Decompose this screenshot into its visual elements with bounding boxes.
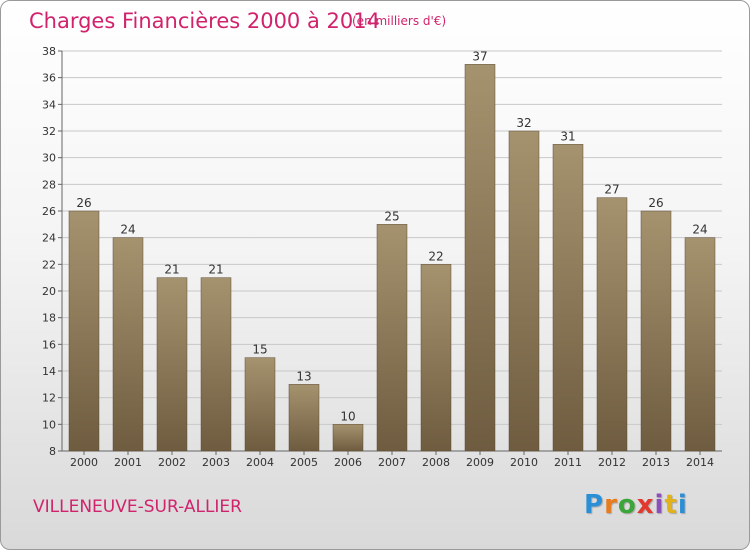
x-tick-label-2008: 2008 [422,456,450,469]
value-label-2001: 24 [120,223,135,237]
y-tick-label: 24 [42,232,56,245]
bar-2003 [200,277,232,452]
x-tick-label-2004: 2004 [246,456,274,469]
data-labels: 26 24 21 21 15 13 10 25 22 37 32 31 27 26 24 [76,49,707,423]
y-tick-label: 12 [42,392,56,405]
y-tick-label: 20 [42,285,56,298]
bar-2000 [68,210,100,452]
x-tick-label-2011: 2011 [554,456,582,469]
y-tick-label: 22 [42,258,56,271]
value-label-2013: 26 [648,196,663,210]
value-label-2002: 21 [164,263,179,277]
value-label-2000: 26 [76,196,91,210]
y-tick-label: 36 [42,72,56,85]
value-label-2009: 37 [472,49,487,63]
value-label-2014: 24 [692,223,707,237]
y-tick-label: 38 [42,45,56,58]
y-tick-label: 32 [42,125,56,138]
value-label-2004: 15 [252,343,267,357]
bar-2014 [684,237,716,452]
x-tick-label-2003: 2003 [202,456,230,469]
value-label-2006: 10 [340,409,355,423]
bar-2004 [244,357,276,452]
proxiti-logo[interactable]: Proxiti [584,490,688,520]
y-tick-label: 18 [42,312,56,325]
bar-2011 [552,144,584,452]
bar-2010 [508,130,540,452]
x-tick-label-2012: 2012 [598,456,626,469]
bar-2013 [640,210,672,452]
chart-title: Charges Financières 2000 à 2014 [29,9,380,33]
x-tick-label-2013: 2013 [642,456,670,469]
bar-2001 [112,237,144,452]
x-tick-label-2000: 2000 [70,456,98,469]
y-tick-label: 30 [42,152,56,165]
chart-unit: (en milliers d'€) [352,14,447,28]
x-tick-label-2009: 2009 [466,456,494,469]
x-tick-label-2010: 2010 [510,456,538,469]
value-label-2011: 31 [560,129,575,143]
value-label-2005: 13 [296,369,311,383]
x-tick-label-2001: 2001 [114,456,142,469]
y-tick-label: 28 [42,178,56,191]
bar-2002 [156,277,188,452]
y-tick-label: 34 [42,98,56,111]
bar-2008 [420,264,452,452]
value-label-2003: 21 [208,263,223,277]
y-tick-label: 10 [42,418,56,431]
y-tick-label: 14 [42,365,56,378]
x-tick-label-2014: 2014 [686,456,714,469]
value-label-2008: 22 [428,249,443,263]
x-tick-label-2007: 2007 [378,456,406,469]
y-tick-label: 8 [49,445,56,458]
bar-2007 [376,224,408,452]
value-label-2007: 25 [384,209,399,223]
bars [68,64,716,452]
bar-2012 [596,197,628,452]
location-name: VILLENEUVE-SUR-ALLIER [33,497,242,517]
y-tick-label: 26 [42,205,56,218]
x-tick-label-2006: 2006 [334,456,362,469]
value-label-2012: 27 [604,183,619,197]
x-tick-label-2005: 2005 [290,456,318,469]
bar-2005 [288,384,320,452]
axes: 8 10 12 14 16 18 20 22 24 26 28 30 32 34 36 38 2000 2001 2… [42,45,722,469]
x-tick-label-2002: 2002 [158,456,186,469]
bar-2009 [464,64,496,452]
bar-2006 [332,424,364,452]
y-tick-label: 16 [42,338,56,351]
value-label-2010: 32 [516,116,531,130]
